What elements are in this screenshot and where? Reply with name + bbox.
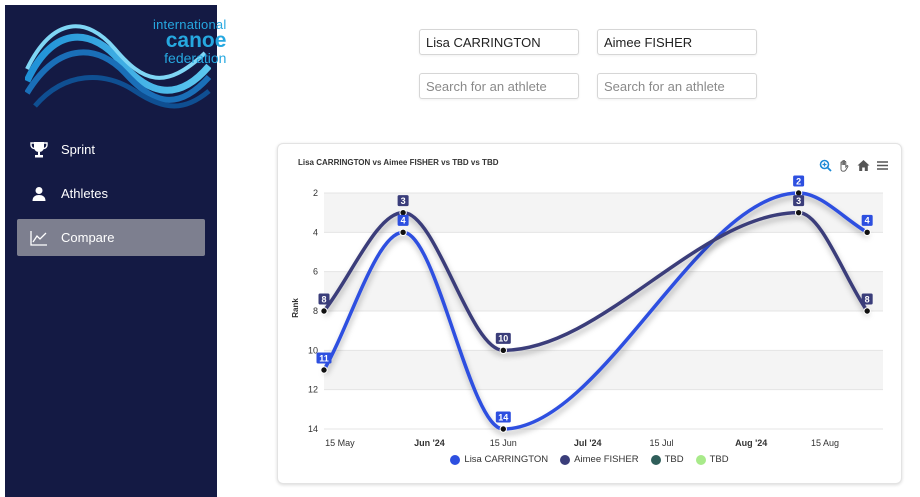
x-tick-label: 15 Aug xyxy=(811,438,839,448)
chart-toolbar xyxy=(818,158,889,172)
data-point[interactable] xyxy=(863,307,871,315)
y-tick-label: 4 xyxy=(313,227,318,237)
y-tick-label: 10 xyxy=(308,345,318,355)
logo-line-canoe: canoe xyxy=(165,29,227,52)
x-tick-label: Jun '24 xyxy=(414,438,445,448)
axis-layer: 2 4 6 8 10 12 14 15 May Jun '24 15 Jun Jul '24 15 J… xyxy=(308,188,839,448)
legend-label: TBD xyxy=(709,454,729,465)
x-tick-label: 15 Jul xyxy=(649,438,673,448)
data-label: 4 xyxy=(401,216,406,226)
logo-waves-icon xyxy=(23,24,212,109)
data-label-bg xyxy=(318,293,330,305)
grid-band xyxy=(324,271,883,311)
legend-label: Lisa CARRINGTON xyxy=(464,454,549,465)
x-tick-label: Aug '24 xyxy=(735,438,767,448)
data-label: 4 xyxy=(865,216,870,226)
rank-chart: 2 4 6 8 10 12 14 15 May Jun '24 15 Jun Jul '24 15 J… xyxy=(291,175,883,448)
legend-item[interactable]: TBD xyxy=(650,454,684,465)
y-tick-label: 8 xyxy=(313,306,318,316)
athlete-4-search-input[interactable] xyxy=(597,73,757,99)
grid-layer xyxy=(324,192,883,430)
athlete-3-search-input[interactable] xyxy=(419,73,579,99)
data-label: 10 xyxy=(498,334,508,344)
trophy-icon xyxy=(29,141,49,159)
data-label: 2 xyxy=(796,176,801,186)
data-point[interactable] xyxy=(794,208,803,217)
nav-label-sprint: Sprint xyxy=(61,142,95,157)
data-label: 3 xyxy=(401,196,406,206)
logo-wordmark: international canoe federation xyxy=(153,18,226,65)
chart-legend: Lisa CARRINGTON Aimee FISHER TBD TBD xyxy=(278,454,901,465)
data-label-bg xyxy=(495,332,511,344)
zoom-in-icon[interactable] xyxy=(818,158,832,172)
legend-item[interactable]: Lisa CARRINGTON xyxy=(450,454,548,465)
data-point[interactable] xyxy=(863,228,871,237)
series-line xyxy=(322,210,869,353)
y-tick-label: 6 xyxy=(313,267,318,277)
data-label: 14 xyxy=(498,412,508,422)
chart-title: Lisa CARRINGTON vs Aimee FISHER vs TBD v… xyxy=(298,158,499,167)
data-label-bg xyxy=(861,214,873,226)
x-tick-label: 15 Jun xyxy=(490,438,517,448)
legend-swatch xyxy=(650,454,661,465)
chart-card: Lisa CARRINGTON vs Aimee FISHER vs TBD v… xyxy=(277,143,902,484)
data-point[interactable] xyxy=(499,346,508,355)
legend-swatch xyxy=(695,454,706,465)
athlete-2-input[interactable] xyxy=(597,29,757,55)
logo-line-federation: federation xyxy=(164,49,227,66)
nav-item-compare[interactable]: Compare xyxy=(17,219,205,256)
icf-logo: international canoe federation xyxy=(23,11,226,115)
data-label-bg xyxy=(397,214,409,226)
menu-icon[interactable] xyxy=(875,158,889,172)
legend-label: Aimee FISHER xyxy=(574,454,639,465)
data-label-bg xyxy=(793,175,805,187)
nav-item-athletes[interactable]: Athletes xyxy=(17,175,205,212)
data-label-bg xyxy=(793,195,805,207)
home-reset-icon[interactable] xyxy=(856,158,870,172)
data-point[interactable] xyxy=(499,425,508,433)
y-axis-label: Rank xyxy=(291,298,300,318)
data-label: 8 xyxy=(865,294,870,304)
legend-item[interactable]: TBD xyxy=(695,454,729,465)
nav-label-compare: Compare xyxy=(61,230,115,245)
chart-line-icon xyxy=(29,229,49,247)
data-label-bg xyxy=(861,293,873,305)
x-tick-label: Jul '24 xyxy=(574,438,602,448)
data-label-bg xyxy=(495,411,511,423)
athlete-1-input[interactable] xyxy=(419,29,579,55)
legend-label: TBD xyxy=(664,454,684,465)
data-point[interactable] xyxy=(399,228,407,237)
legend-swatch xyxy=(450,454,461,465)
data-label: 11 xyxy=(319,353,329,363)
nav-label-athletes: Athletes xyxy=(61,186,108,201)
y-tick-label: 14 xyxy=(308,424,318,434)
grid-band xyxy=(324,350,883,390)
y-tick-label: 2 xyxy=(313,188,318,198)
data-point[interactable] xyxy=(320,307,328,315)
data-label: 8 xyxy=(321,294,326,304)
y-tick-label: 12 xyxy=(308,385,318,395)
data-label: 3 xyxy=(796,196,801,206)
nav-item-sprint[interactable]: Sprint xyxy=(17,131,205,168)
data-label-bg xyxy=(316,352,332,364)
person-icon xyxy=(29,185,49,203)
sidebar: international canoe federation Sprint At… xyxy=(5,5,226,497)
logo-line-international: international xyxy=(153,17,227,32)
x-tick-label: 15 May xyxy=(325,438,355,448)
legend-item[interactable]: Aimee FISHER xyxy=(560,454,639,465)
pan-hand-icon[interactable] xyxy=(837,158,851,172)
data-label-bg xyxy=(397,195,409,207)
data-point[interactable] xyxy=(320,366,328,374)
legend-swatch xyxy=(560,454,571,465)
